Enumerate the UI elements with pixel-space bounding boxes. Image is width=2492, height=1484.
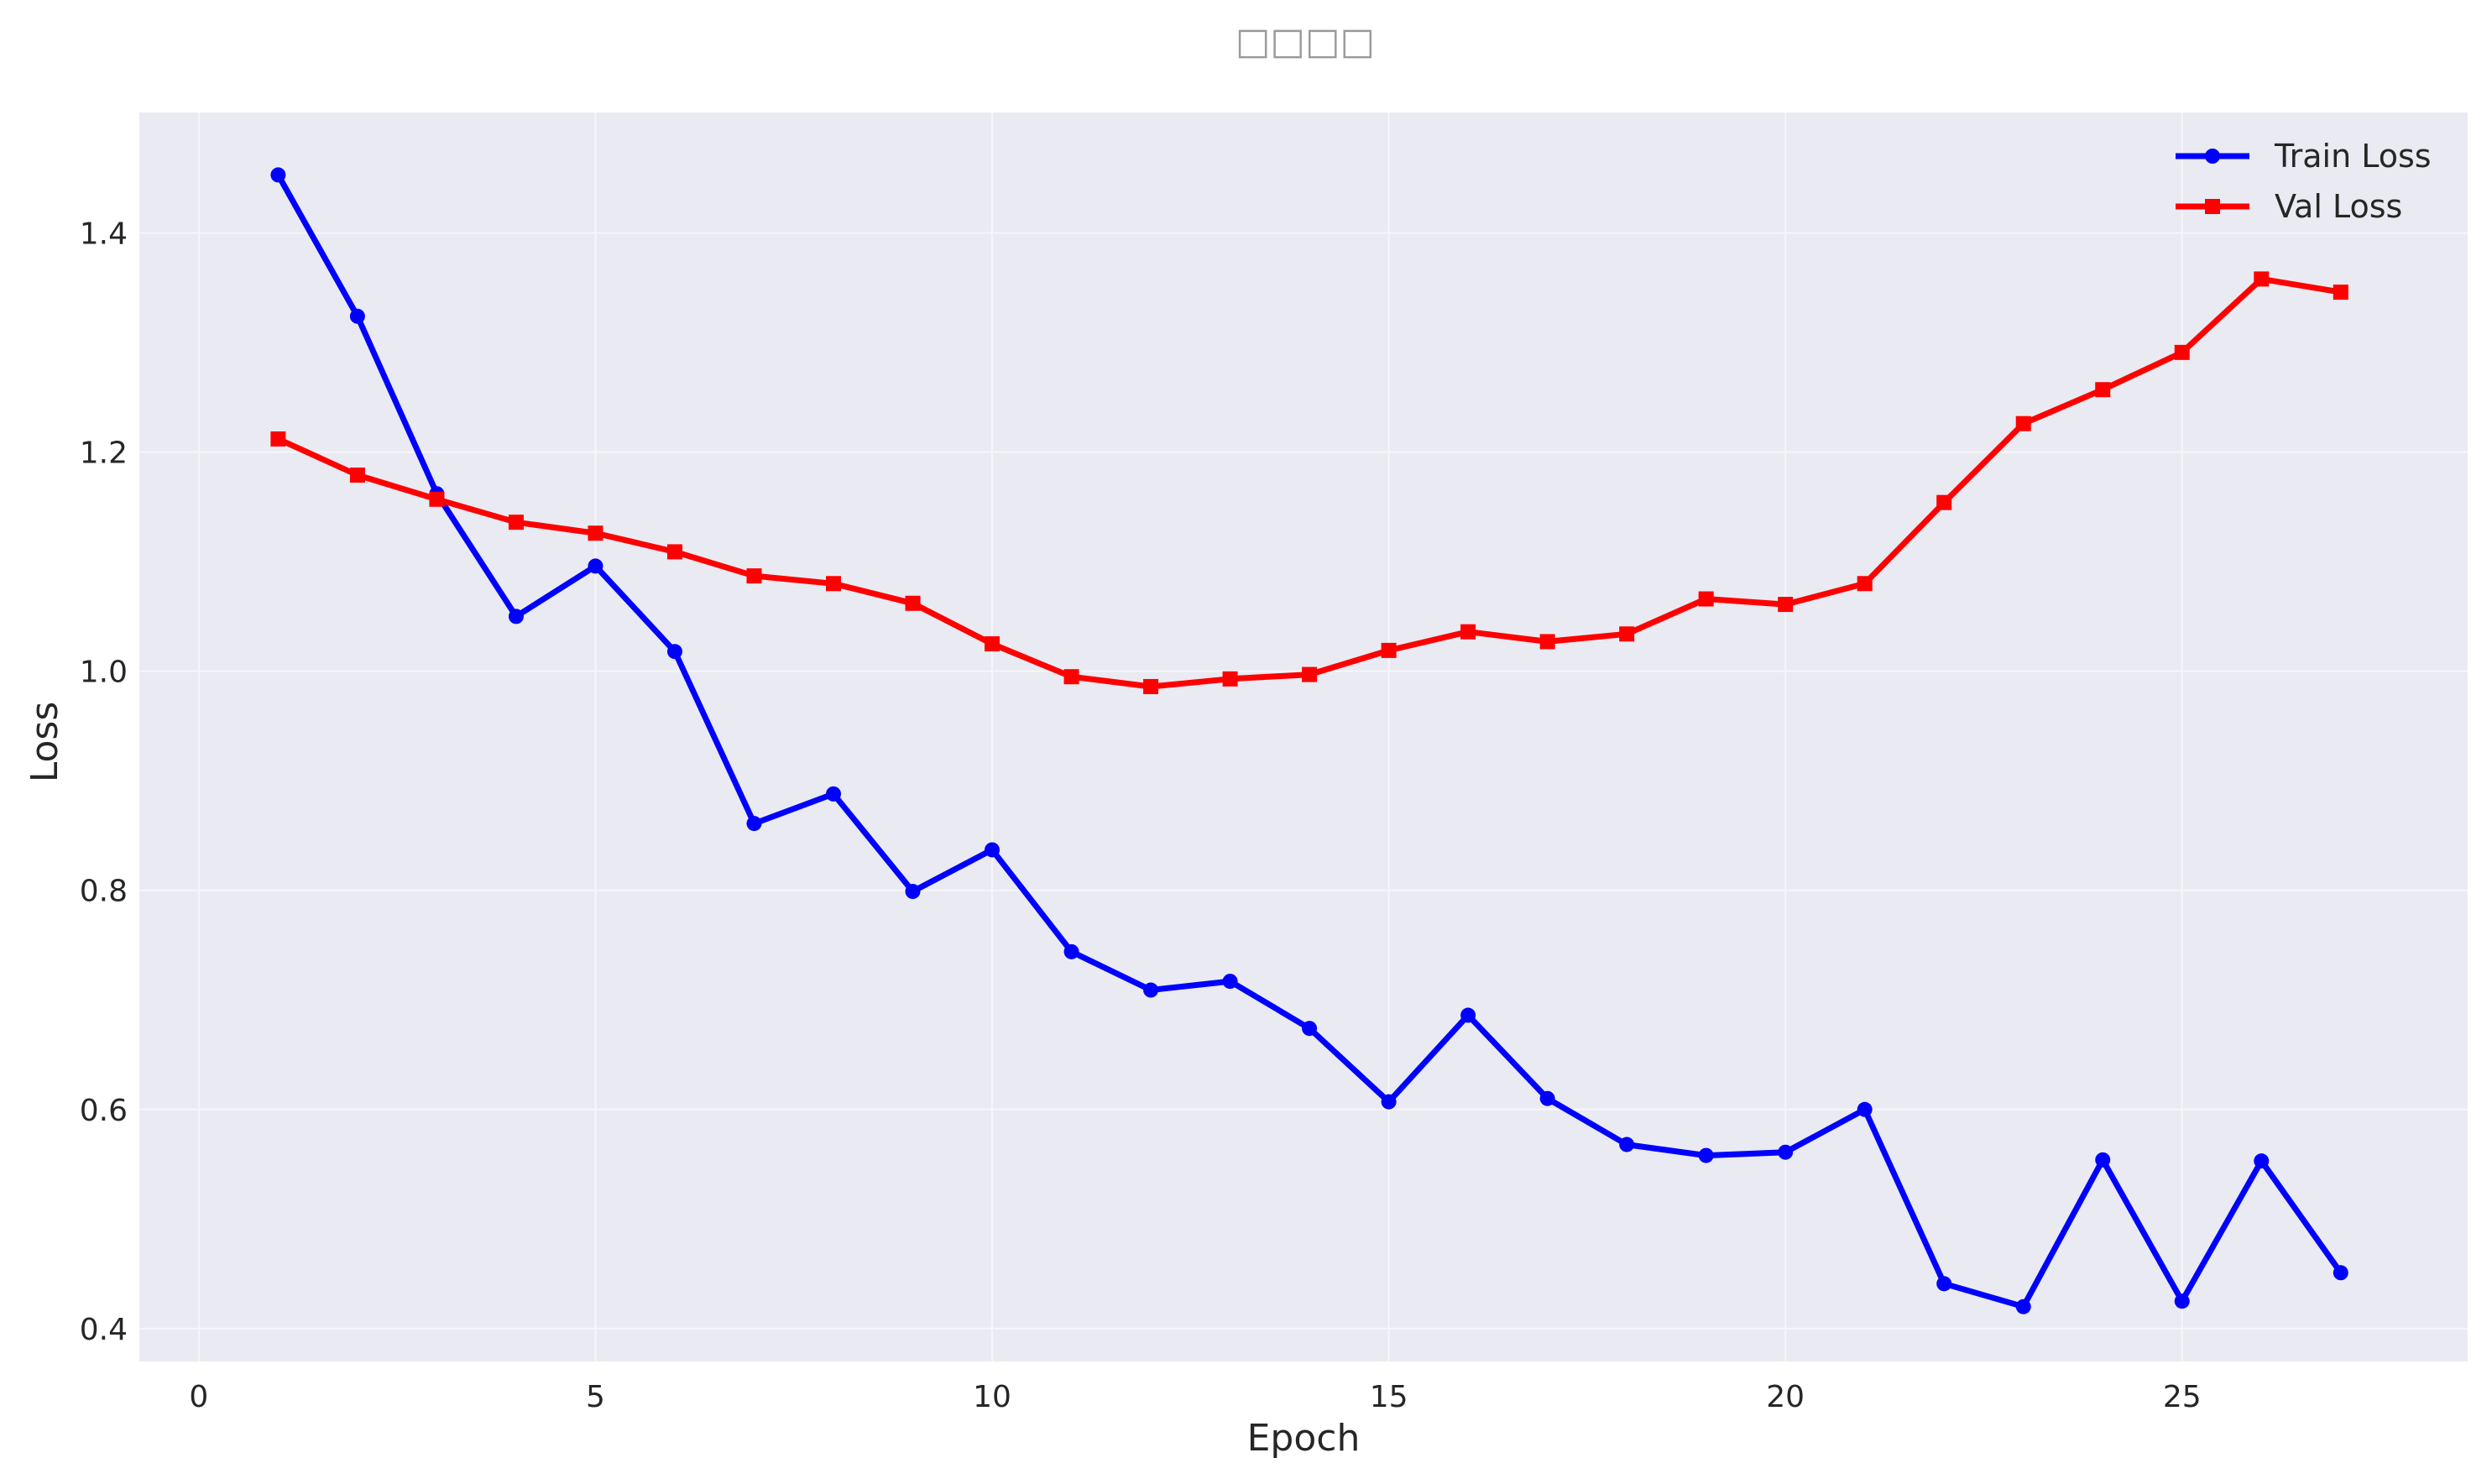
val-loss-point — [905, 595, 921, 611]
val-loss-point — [2254, 271, 2270, 287]
train-loss-point — [2174, 1293, 2190, 1309]
y-tick-label: 0.6 — [80, 1094, 128, 1128]
val-loss-point — [1381, 642, 1397, 658]
x-tick-label: 0 — [189, 1380, 208, 1414]
legend-label-train-loss: Train Loss — [2274, 138, 2432, 175]
val-loss-point — [2333, 285, 2348, 300]
legend-marker-val-loss — [2205, 199, 2220, 214]
train-loss-point — [1381, 1094, 1397, 1110]
val-loss-point — [2174, 344, 2190, 360]
x-tick-label: 15 — [1370, 1380, 1408, 1414]
val-loss-point — [1063, 669, 1079, 685]
train-loss-point — [2333, 1265, 2348, 1281]
val-loss-point — [1778, 597, 1794, 613]
val-loss-point — [508, 515, 524, 530]
plot-area — [139, 112, 2468, 1361]
val-loss-point — [1857, 576, 1873, 592]
y-tick-label: 1.4 — [80, 217, 128, 252]
val-loss-point — [1143, 678, 1159, 694]
train-loss-point — [2254, 1153, 2270, 1169]
y-tick-label: 0.4 — [80, 1313, 128, 1347]
train-loss-point — [1460, 1007, 1476, 1023]
val-loss-point — [1460, 624, 1476, 640]
val-loss-point — [1222, 671, 1238, 687]
train-loss-point — [1143, 982, 1159, 998]
y-tick-label: 1.0 — [80, 656, 128, 690]
train-loss-point — [1619, 1137, 1635, 1152]
train-loss-point — [1302, 1021, 1318, 1037]
val-loss-point — [1619, 626, 1635, 642]
legend-marker-train-loss — [2205, 149, 2220, 164]
train-loss-point — [905, 884, 921, 900]
val-loss-point — [1539, 634, 1555, 650]
val-loss-point — [985, 636, 1000, 652]
train-loss-point — [666, 644, 682, 660]
train-loss-point — [588, 558, 603, 574]
val-loss-point — [1936, 494, 1952, 510]
chart-title: □□□□ — [1236, 20, 1375, 63]
x-tick-label: 10 — [973, 1380, 1011, 1414]
val-loss-point — [349, 468, 365, 483]
train-loss-series — [270, 167, 2348, 1314]
train-loss-point — [1222, 974, 1238, 990]
x-tick-label: 20 — [1766, 1380, 1805, 1414]
train-loss-point — [349, 308, 365, 324]
train-loss-point — [1539, 1090, 1555, 1106]
x-tick-label: 5 — [586, 1380, 605, 1414]
y-tick-label: 1.2 — [80, 436, 128, 471]
train-loss-point — [2095, 1152, 2111, 1168]
val-loss-point — [746, 568, 762, 584]
train-loss-point — [1063, 943, 1079, 959]
train-loss-point — [1778, 1144, 1794, 1160]
legend: Train Loss Val Loss — [2176, 138, 2432, 225]
series-layer — [270, 167, 2348, 1314]
legend-item-train-loss: Train Loss — [2176, 138, 2432, 175]
x-axis-ticks: 0 5 10 15 20 25 — [189, 1380, 2201, 1414]
y-axis-label: Loss — [24, 702, 66, 783]
y-tick-label: 0.8 — [80, 875, 128, 909]
train-loss-point — [1857, 1101, 1873, 1117]
val-loss-series — [270, 271, 2348, 694]
legend-label-val-loss: Val Loss — [2275, 188, 2402, 225]
legend-item-val-loss: Val Loss — [2176, 188, 2402, 225]
gridlines — [139, 112, 2468, 1361]
train-loss-point — [1698, 1147, 1714, 1163]
val-loss-point — [2015, 415, 2031, 431]
x-axis-label: Epoch — [1247, 1417, 1361, 1460]
val-loss-point — [826, 576, 842, 592]
train-loss-point — [985, 842, 1000, 858]
x-tick-label: 25 — [2163, 1380, 2202, 1414]
train-loss-point — [508, 609, 524, 624]
train-loss-point — [746, 816, 762, 832]
val-loss-point — [588, 525, 603, 541]
val-loss-point — [1302, 666, 1318, 682]
val-loss-point — [270, 431, 286, 447]
train-loss-point — [1936, 1276, 1952, 1292]
train-loss-point — [2015, 1298, 2031, 1314]
val-loss-point — [1698, 591, 1714, 607]
train-loss-point — [270, 167, 286, 183]
y-axis-ticks: 0.4 0.6 0.8 1.0 1.2 1.4 — [80, 217, 128, 1347]
val-loss-point — [2095, 382, 2111, 398]
val-loss-point — [666, 544, 682, 560]
train-loss-point — [826, 786, 842, 802]
val-loss-point — [429, 491, 445, 507]
